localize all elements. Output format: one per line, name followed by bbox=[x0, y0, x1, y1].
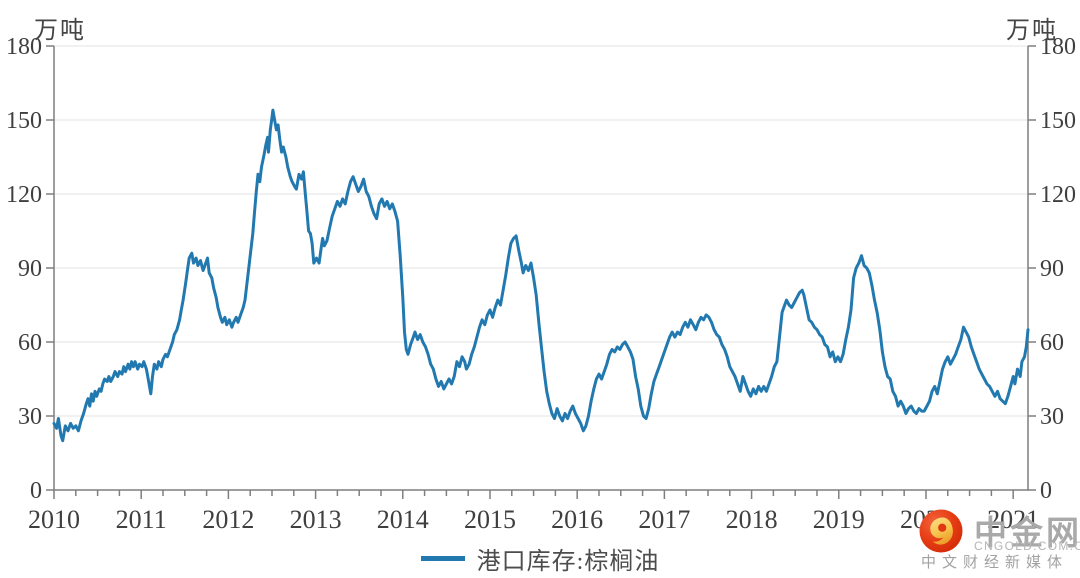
y-tick-label-left-30: 30 bbox=[18, 404, 42, 430]
y-tick-label-right-60: 60 bbox=[1040, 330, 1064, 356]
y-tick-label-right-120: 120 bbox=[1040, 182, 1076, 208]
y-tick-label-left-120: 120 bbox=[6, 182, 42, 208]
x-tick-label-2011: 2011 bbox=[116, 505, 167, 534]
x-tick-label-2018: 2018 bbox=[726, 505, 778, 534]
x-tick-label-2016: 2016 bbox=[551, 505, 603, 534]
x-tick-label-2019: 2019 bbox=[813, 505, 865, 534]
x-tick-label-2012: 2012 bbox=[202, 505, 254, 534]
x-tick-label-2020: 2020 bbox=[900, 505, 952, 534]
y-tick-label-left-60: 60 bbox=[18, 330, 42, 356]
x-tick-label-2013: 2013 bbox=[290, 505, 342, 534]
series-line-palm-oil-inventory bbox=[52, 108, 1030, 443]
y-tick-label-right-30: 30 bbox=[1040, 404, 1064, 430]
y-tick-label-left-180: 180 bbox=[6, 34, 42, 60]
x-tick-label-2021: 2021 bbox=[987, 505, 1039, 534]
y-tick-label-right-150: 150 bbox=[1040, 108, 1076, 134]
x-tick-label-2014: 2014 bbox=[377, 505, 429, 534]
legend: 港口库存:棕榈油 bbox=[0, 544, 1080, 575]
legend-series-label: 港口库存:棕榈油 bbox=[476, 548, 660, 575]
x-tick-label-2010: 2010 bbox=[28, 505, 80, 534]
y-tick-label-left-150: 150 bbox=[6, 108, 42, 134]
x-tick-label-2017: 2017 bbox=[638, 505, 690, 534]
y-tick-label-left-0: 0 bbox=[30, 478, 42, 504]
y-tick-label-right-0: 0 bbox=[1040, 478, 1052, 504]
y-axis-unit-right: 万吨 bbox=[1006, 18, 1058, 44]
legend-line-swatch bbox=[420, 555, 465, 561]
y-tick-label-left-90: 90 bbox=[18, 256, 42, 282]
y-axis-unit-left: 万吨 bbox=[34, 18, 86, 44]
y-tick-label-right-90: 90 bbox=[1040, 256, 1064, 282]
y-tick-label-right-180: 180 bbox=[1040, 34, 1076, 60]
x-tick-label-2015: 2015 bbox=[464, 505, 516, 534]
